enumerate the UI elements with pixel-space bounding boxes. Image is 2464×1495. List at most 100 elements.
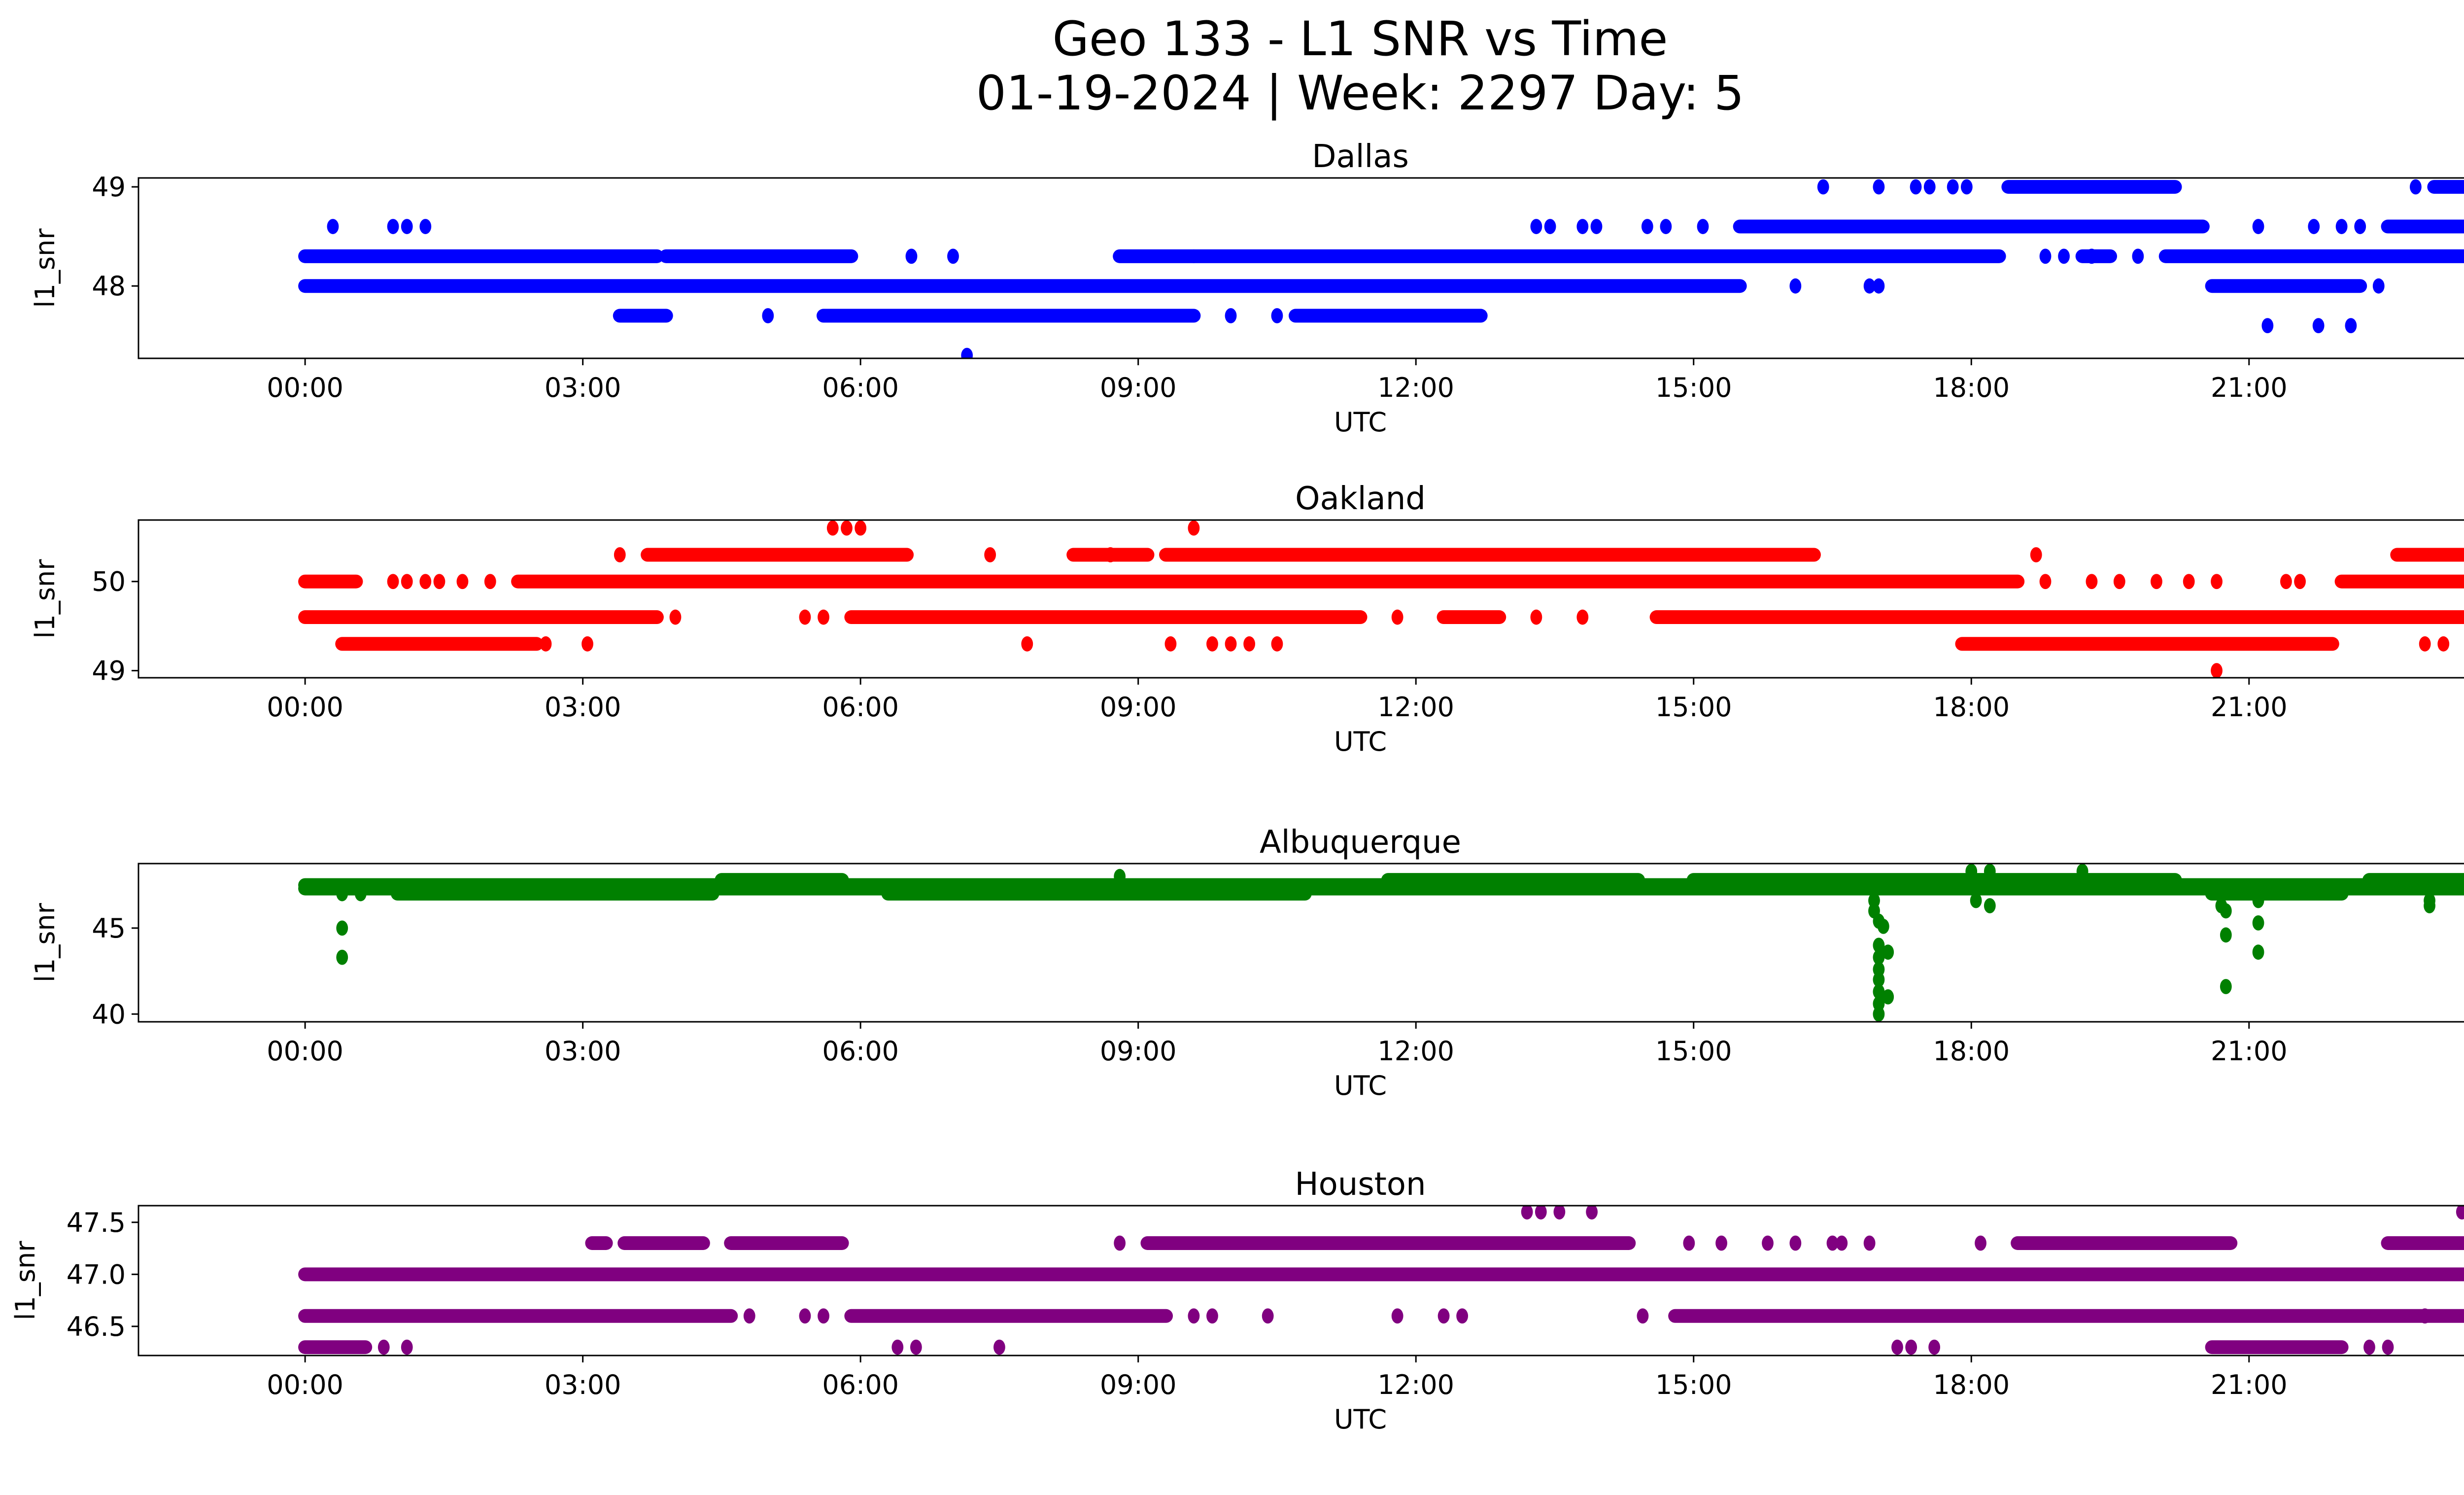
oakland-point: [2419, 636, 2431, 652]
houston-point: [1826, 1235, 1839, 1251]
houston-data-points: [298, 1206, 2464, 1355]
dallas-point: [1947, 179, 1959, 195]
oakland-point: [2280, 574, 2292, 590]
houston-point: [1715, 1235, 1727, 1251]
oakland-point: [2437, 636, 2450, 652]
albuquerque-xtick-label: 18:00: [1933, 1036, 2010, 1067]
albuquerque-xtick-label: 12:00: [1377, 1036, 1454, 1067]
oakland-point: [2294, 574, 2306, 590]
albuquerque-point: [336, 949, 348, 965]
dallas-point: [1530, 219, 1542, 234]
figure-title-line1: Geo 133 - L1 SNR vs Time: [1053, 11, 1668, 67]
dallas-point: [2308, 219, 2320, 234]
dallas-point: [401, 219, 413, 234]
oakland-point: [2183, 574, 2195, 590]
dallas-point: [2039, 248, 2052, 264]
oakland-point: [484, 574, 496, 590]
oakland-point: [855, 520, 867, 536]
dallas-point: [2252, 219, 2264, 234]
houston-point: [1762, 1235, 1774, 1251]
houston-point: [1391, 1308, 1403, 1324]
oakland-point: [669, 609, 682, 625]
houston-point: [1188, 1308, 1200, 1324]
dallas-point: [2086, 248, 2098, 264]
subplot-oakland: 00:00 03:00 06:00 09:00 12:00 15:00 18:00 21:00…: [30, 481, 2464, 757]
oakland-point: [984, 547, 996, 562]
oakland-axes-frame: [137, 519, 2464, 679]
oakland-point: [841, 520, 853, 536]
oakland-xtick-label: 15:00: [1655, 692, 1732, 723]
houston-x-axis-label: UTC: [1334, 1404, 1387, 1435]
albuquerque-axes-frame: [137, 863, 2464, 1023]
houston-point: [1891, 1339, 1903, 1355]
dallas-point: [947, 248, 959, 264]
albuquerque-subplot-title: Albuquerque: [1260, 824, 1461, 861]
dallas-point: [1225, 308, 1237, 323]
albuquerque-point: [1882, 944, 1894, 960]
houston-point: [1262, 1308, 1274, 1324]
albuquerque-point: [2220, 979, 2232, 994]
albuquerque-xtick-label: 21:00: [2211, 1036, 2288, 1067]
oakland-point: [1271, 636, 1283, 652]
oakland-point: [1225, 636, 1237, 652]
dallas-point: [2372, 278, 2385, 294]
oakland-xtick-label: 03:00: [545, 692, 621, 723]
oakland-point: [2086, 574, 2098, 590]
houston-point: [1437, 1308, 1450, 1324]
houston-ytick-label: 46.5: [67, 1311, 126, 1342]
subplot-albuquerque: 00:00 03:00 06:00 09:00 12:00 15:00 18:00 21:00…: [30, 824, 2464, 1101]
oakland-point: [1243, 636, 1255, 652]
houston-point: [1456, 1308, 1469, 1324]
dallas-xtick-label: 09:00: [1100, 372, 1177, 403]
albuquerque-y-axis-label: l1_snr: [30, 903, 61, 982]
dallas-point: [2345, 318, 2357, 334]
houston-xtick-label: 15:00: [1655, 1369, 1732, 1400]
oakland-point: [540, 636, 552, 652]
oakland-point: [456, 574, 469, 590]
dallas-xtick-label: 12:00: [1377, 372, 1454, 403]
oakland-xtick-label: 12:00: [1377, 692, 1454, 723]
subplot-dallas: 00:00 03:00 06:00 09:00 12:00 15:00 18:00 21:00…: [30, 139, 2464, 438]
oakland-ytick-label: 49: [92, 656, 126, 687]
albuquerque-point: [2076, 864, 2088, 879]
oakland-point: [2151, 574, 2162, 590]
dallas-point: [1641, 219, 1653, 234]
albuquerque-point: [1984, 864, 1996, 879]
oakland-point: [1104, 547, 1117, 562]
dallas-point: [1576, 219, 1589, 234]
houston-point: [2382, 1339, 2394, 1355]
albuquerque-point: [336, 920, 348, 936]
oakland-point: [1188, 520, 1200, 536]
dallas-point: [2058, 248, 2070, 264]
houston-point: [1637, 1308, 1649, 1324]
houston-subplot-title: Houston: [1295, 1166, 1426, 1203]
dallas-point: [2335, 219, 2348, 234]
dallas-xtick-label: 21:00: [2211, 372, 2288, 403]
oakland-xtick-label: 06:00: [822, 692, 899, 723]
albuquerque-point: [2252, 915, 2264, 931]
dallas-point: [1960, 179, 1973, 195]
dallas-point: [1873, 179, 1885, 195]
houston-ytick-label: 47.5: [67, 1207, 126, 1238]
oakland-point: [826, 520, 839, 536]
albuquerque-point: [1114, 869, 1126, 884]
houston-point: [1928, 1339, 1941, 1355]
houston-point: [993, 1339, 1005, 1355]
houston-xtick-label: 18:00: [1933, 1369, 2010, 1400]
dallas-point: [1873, 278, 1885, 294]
dallas-point: [2132, 248, 2144, 264]
houston-xtick-label: 03:00: [545, 1369, 621, 1400]
oakland-xtick-label: 18:00: [1933, 692, 2010, 723]
houston-xtick-label: 06:00: [822, 1369, 899, 1400]
dallas-x-axis-label: UTC: [1334, 407, 1387, 438]
houston-point: [2363, 1339, 2375, 1355]
figure-title-line2: 01-19-2024 | Week: 2297 Day: 5: [976, 66, 1745, 121]
oakland-point: [1576, 609, 1589, 625]
houston-point: [377, 1339, 390, 1355]
houston-point: [1521, 1206, 1533, 1220]
subplot-houston: 00:00 03:00 06:00 09:00 12:00 15:00 18:00 21:00…: [10, 1166, 2464, 1435]
albuquerque-point: [2220, 927, 2232, 943]
houston-point: [1905, 1339, 1917, 1355]
oakland-point: [1021, 636, 1033, 652]
